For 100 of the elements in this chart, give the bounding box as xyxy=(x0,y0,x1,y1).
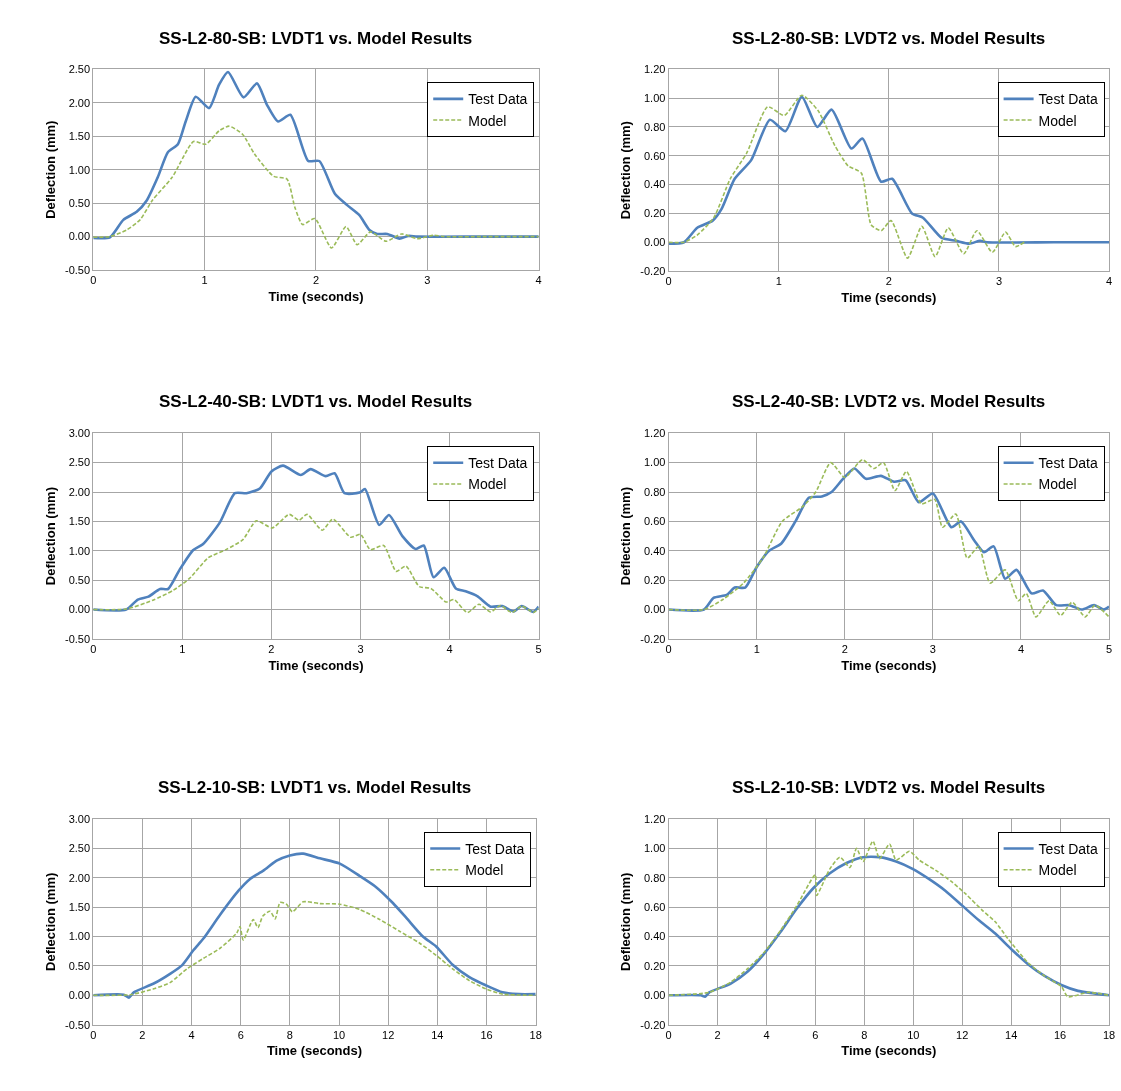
y-tick-label: 2.00 xyxy=(68,96,91,109)
x-tick-label: 4 xyxy=(1105,275,1113,288)
y-tick-label: 1.00 xyxy=(643,456,666,469)
x-axis-title: Time (seconds) xyxy=(841,289,937,305)
y-tick-label: 2.00 xyxy=(68,485,91,498)
x-tick-label: 5 xyxy=(1105,643,1113,656)
x-axis-title: Time (seconds) xyxy=(266,1043,363,1059)
y-axis-title: Deflection (mm) xyxy=(42,120,58,219)
y-tick-label: 0.50 xyxy=(68,959,91,972)
y-axis-title: Deflection (mm) xyxy=(618,872,634,971)
legend-label: Test Data xyxy=(465,840,525,857)
y-tick-label: 0.80 xyxy=(643,485,666,498)
y-axis-title: Deflection (mm) xyxy=(618,121,634,220)
x-tick-label: 0 xyxy=(665,1028,672,1041)
y-tick-label: 1.20 xyxy=(643,812,666,825)
y-tick-label: 0.00 xyxy=(643,603,666,616)
x-tick-label: 3 xyxy=(357,643,364,656)
y-tick-label: 0.60 xyxy=(643,149,666,162)
x-tick-label: 1 xyxy=(753,643,760,656)
legend-label: Model xyxy=(1038,862,1077,879)
x-tick-label: 14 xyxy=(1005,1028,1018,1041)
y-tick-label: 1.50 xyxy=(68,900,91,913)
x-tick-label: 0 xyxy=(665,643,672,656)
y-tick-label: 0.50 xyxy=(68,196,91,209)
y-tick-label: 0.00 xyxy=(68,230,91,243)
x-tick-label: 6 xyxy=(237,1028,244,1041)
x-tick-label: 16 xyxy=(480,1028,493,1041)
y-tick-label: 1.00 xyxy=(68,930,91,943)
x-axis-title: Time (seconds) xyxy=(841,1043,937,1059)
y-tick-label: 1.50 xyxy=(68,515,91,528)
y-tick-label: 1.00 xyxy=(68,163,91,176)
x-tick-label: 3 xyxy=(424,274,431,287)
y-tick-label: 0.00 xyxy=(643,236,666,249)
y-tick-label: 0.40 xyxy=(643,178,666,191)
line-series xyxy=(93,900,536,997)
y-tick-label: 1.20 xyxy=(643,63,666,76)
x-tick-label: 10 xyxy=(907,1028,920,1041)
y-axis-title: Deflection (mm) xyxy=(42,486,58,586)
x-tick-label: 5 xyxy=(535,643,542,656)
line-series xyxy=(93,125,539,249)
x-tick-label: 12 xyxy=(382,1028,395,1041)
legend-label: Test Data xyxy=(1038,455,1098,472)
x-tick-label: 16 xyxy=(1053,1028,1067,1041)
line-series xyxy=(93,513,539,614)
y-tick-label: 1.20 xyxy=(643,427,666,440)
y-tick-label: 0.00 xyxy=(643,989,666,1002)
line-series xyxy=(668,95,1110,245)
x-tick-label: 4 xyxy=(763,1028,770,1041)
y-tick-label: 0.50 xyxy=(68,574,91,587)
x-tick-label: 4 xyxy=(1017,643,1025,656)
y-tick-label: 3.00 xyxy=(68,427,91,440)
x-tick-label: 2 xyxy=(268,643,275,656)
x-axis-title: Time (seconds) xyxy=(841,657,937,673)
x-tick-label: 4 xyxy=(535,274,542,287)
y-tick-label: 0.00 xyxy=(68,989,91,1002)
x-tick-label: 0 xyxy=(90,1028,97,1041)
x-tick-label: 3 xyxy=(995,275,1003,288)
x-axis-title: Time (seconds) xyxy=(268,288,364,304)
line-series xyxy=(93,852,536,999)
x-tick-label: 2 xyxy=(841,643,848,656)
x-tick-label: 10 xyxy=(332,1028,346,1041)
y-axis-title: Deflection (mm) xyxy=(618,486,634,586)
x-tick-label: 8 xyxy=(286,1028,293,1041)
y-tick-label: -0.20 xyxy=(640,1018,666,1031)
legend-label: Model xyxy=(1038,476,1077,493)
x-tick-label: 2 xyxy=(714,1028,721,1041)
y-tick-label: 0.20 xyxy=(643,574,666,587)
chart-title: SS-L2-10-SB: LVDT2 vs. Model Results xyxy=(732,778,1046,797)
legend-label: Model xyxy=(468,112,507,129)
x-tick-label: 8 xyxy=(861,1028,868,1041)
x-tick-label: 14 xyxy=(431,1028,444,1041)
y-tick-label: 0.60 xyxy=(643,515,666,528)
x-axis-title: Time (seconds) xyxy=(268,657,364,673)
x-tick-label: 0 xyxy=(665,275,672,288)
y-tick-label: 0.40 xyxy=(643,544,666,557)
y-tick-label: -0.50 xyxy=(64,1018,91,1031)
chart-title: SS-L2-80-SB: LVDT2 vs. Model Results xyxy=(732,29,1046,48)
x-tick-label: 6 xyxy=(812,1028,819,1041)
y-tick-label: 0.20 xyxy=(643,207,666,220)
y-tick-label: 3.00 xyxy=(68,812,91,825)
y-tick-label: -0.20 xyxy=(640,264,666,277)
chart-title: SS-L2-40-SB: LVDT2 vs. Model Results xyxy=(732,392,1046,411)
legend-label: Model xyxy=(468,476,507,493)
line-series xyxy=(668,94,1026,259)
x-tick-label: 4 xyxy=(446,643,453,656)
y-tick-label: 1.00 xyxy=(643,842,666,855)
x-tick-label: 2 xyxy=(885,275,892,288)
legend-label: Test Data xyxy=(1038,840,1098,857)
x-tick-label: 12 xyxy=(956,1028,969,1041)
y-tick-label: 2.50 xyxy=(68,456,91,469)
y-tick-label: 0.80 xyxy=(643,120,666,133)
legend-label: Test Data xyxy=(468,91,528,108)
legend-label: Model xyxy=(465,862,504,879)
x-tick-label: 1 xyxy=(775,275,782,288)
x-tick-label: 2 xyxy=(312,274,320,287)
x-tick-label: 4 xyxy=(188,1028,195,1041)
x-tick-label: 0 xyxy=(90,274,97,287)
x-tick-label: 0 xyxy=(90,643,97,656)
legend-label: Test Data xyxy=(468,455,528,472)
x-tick-label: 3 xyxy=(929,643,936,656)
